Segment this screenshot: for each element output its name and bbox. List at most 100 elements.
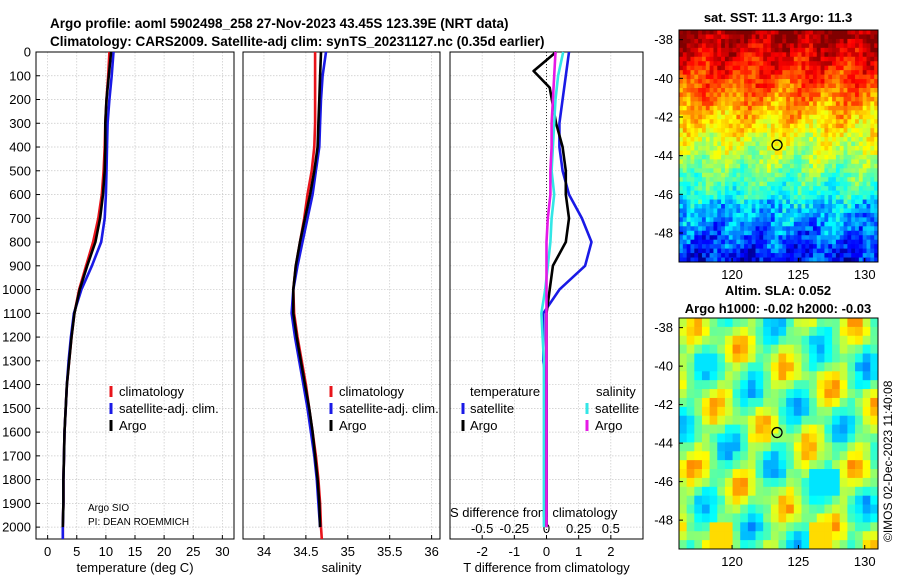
map-cell bbox=[759, 30, 764, 35]
map-cell bbox=[801, 38, 806, 44]
map-cell bbox=[698, 88, 703, 93]
map-cell bbox=[816, 239, 821, 245]
map-cell bbox=[763, 110, 768, 116]
map-cell bbox=[862, 486, 871, 497]
map-cell bbox=[832, 146, 837, 151]
map-cell bbox=[770, 105, 776, 111]
map-cell bbox=[786, 137, 791, 142]
map-cell bbox=[855, 362, 864, 372]
map-cell bbox=[805, 83, 810, 89]
map-cell bbox=[774, 150, 779, 156]
map-cell bbox=[744, 168, 749, 174]
map-cell bbox=[862, 181, 867, 187]
map-cell bbox=[782, 212, 787, 218]
map-cell bbox=[701, 141, 707, 147]
map-cell bbox=[862, 226, 867, 232]
map-cell bbox=[690, 52, 695, 58]
map-cell bbox=[747, 362, 756, 372]
map-cell bbox=[728, 96, 733, 102]
map-cell bbox=[816, 128, 821, 134]
map-cell bbox=[786, 83, 791, 89]
map-cell bbox=[862, 380, 871, 390]
map-cell bbox=[763, 181, 768, 187]
map-cell bbox=[816, 253, 821, 258]
map-cell bbox=[855, 433, 864, 443]
map-cell bbox=[770, 244, 776, 250]
map-cell bbox=[701, 34, 707, 40]
map-cell bbox=[732, 79, 737, 84]
map-cell bbox=[755, 88, 760, 93]
map-cell bbox=[858, 92, 864, 98]
map-cell bbox=[824, 128, 829, 134]
map-cell bbox=[801, 397, 810, 408]
map-cell bbox=[682, 43, 688, 49]
map-cell bbox=[759, 150, 764, 156]
map-cell bbox=[866, 159, 871, 165]
map-cell bbox=[682, 110, 688, 116]
map-cell bbox=[740, 56, 745, 62]
map-cell bbox=[701, 424, 711, 434]
map-cell bbox=[732, 318, 741, 328]
x-tick-label: 0 bbox=[543, 544, 550, 559]
map-cell bbox=[751, 163, 756, 169]
map-cell bbox=[816, 159, 821, 165]
map-cell bbox=[721, 146, 726, 151]
map-cell bbox=[874, 114, 879, 120]
map-cell bbox=[832, 110, 837, 116]
map-cell bbox=[801, 212, 806, 218]
map-cell bbox=[786, 221, 791, 227]
map-cell bbox=[679, 110, 684, 116]
map-cell bbox=[694, 119, 699, 125]
map-cell bbox=[870, 137, 875, 142]
map-cell bbox=[847, 172, 852, 178]
map-cell bbox=[858, 150, 864, 156]
map-cell bbox=[866, 38, 871, 44]
map-cell bbox=[816, 326, 825, 337]
map-cell bbox=[705, 128, 711, 134]
map-cell bbox=[751, 96, 756, 102]
map-cell bbox=[855, 239, 860, 245]
map-cell bbox=[789, 34, 795, 40]
map-cell bbox=[744, 74, 749, 80]
map-cell bbox=[778, 226, 783, 232]
map-cell bbox=[732, 92, 737, 98]
map-cell bbox=[805, 150, 810, 156]
map-cell bbox=[694, 504, 703, 514]
map-cell bbox=[832, 128, 837, 134]
map-cell bbox=[770, 217, 776, 223]
map-cell bbox=[682, 34, 688, 40]
map-cell bbox=[874, 47, 879, 53]
map-cell bbox=[870, 47, 875, 53]
map-cell bbox=[809, 371, 818, 381]
map-cell bbox=[820, 235, 825, 241]
map-cell bbox=[747, 353, 756, 363]
map-cell bbox=[858, 244, 864, 250]
map-cell bbox=[709, 451, 718, 461]
map-cell bbox=[744, 195, 749, 200]
map-cell bbox=[736, 159, 741, 165]
map-cell bbox=[870, 212, 875, 218]
map-cell bbox=[870, 150, 875, 156]
map-cell bbox=[767, 204, 772, 209]
map-cell bbox=[679, 204, 684, 209]
map-cell bbox=[870, 318, 879, 328]
map-cell bbox=[763, 253, 768, 258]
sst-map-panel: sat. SST: 11.3 Argo: 11.3-38-40-42-44-46… bbox=[654, 10, 879, 282]
map-cell bbox=[862, 163, 867, 169]
map-cell bbox=[820, 74, 825, 80]
map-cell bbox=[820, 172, 825, 178]
map-cell bbox=[793, 146, 799, 151]
map-cell bbox=[847, 460, 856, 470]
map-cell bbox=[717, 460, 726, 470]
map-cell bbox=[816, 61, 821, 67]
map-cell bbox=[801, 154, 806, 160]
map-cell bbox=[705, 239, 711, 245]
map-cell bbox=[858, 79, 864, 84]
map-cell bbox=[694, 34, 699, 40]
map-cell bbox=[820, 92, 825, 98]
map-cell bbox=[717, 52, 722, 58]
x-axis-label: temperature (deg C) bbox=[76, 560, 193, 575]
map-cell bbox=[682, 257, 688, 263]
map-cell bbox=[832, 353, 841, 363]
map-cell bbox=[782, 141, 787, 147]
